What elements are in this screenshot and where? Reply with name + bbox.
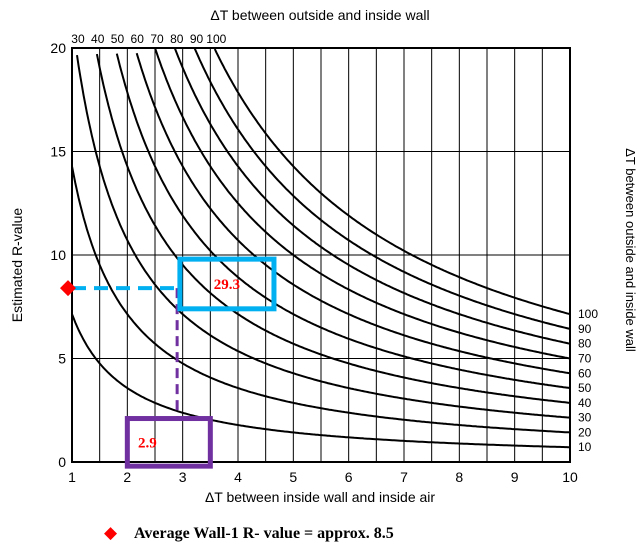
y-tick-label: 10 — [50, 247, 66, 263]
curve-60 — [135, 52, 571, 375]
right-curve-label: 10 — [578, 440, 592, 454]
top-curve-label: 80 — [170, 32, 184, 46]
right-curve-label: 40 — [578, 396, 592, 410]
legend-text: Average Wall-1 R- value = approx. 8.5 — [134, 525, 394, 542]
right-curve-label: 70 — [578, 352, 592, 366]
top-curve-label: 70 — [150, 32, 164, 46]
ratio-box-label: 29.3 — [214, 277, 240, 293]
x-value-box-label: 2.9 — [138, 435, 157, 451]
plot-frame — [71, 47, 571, 463]
x-tick-label: 2 — [123, 469, 131, 485]
x-value-box — [124, 416, 213, 469]
y-tick-label: 0 — [58, 454, 66, 470]
curve-70 — [154, 47, 571, 360]
right-curve-label: 20 — [578, 425, 592, 439]
x-tick-label: 1 — [68, 469, 76, 485]
right-curve-label: 30 — [578, 411, 592, 425]
chart-grid — [71, 47, 571, 463]
annotations: 29.3 2.9 — [60, 256, 277, 469]
right-axis-label: ΔT between outside and inside wall — [623, 148, 638, 352]
right-curve-label: 80 — [578, 337, 592, 351]
x-tick-label: 3 — [179, 469, 187, 485]
curve-20 — [71, 166, 571, 434]
right-curve-label: 60 — [578, 366, 592, 380]
ratio-box — [177, 256, 277, 312]
top-curve-label: 100 — [206, 32, 226, 46]
curve-90 — [193, 48, 571, 330]
r-value-marker — [60, 280, 76, 297]
right-curve-label: 90 — [578, 322, 592, 336]
x-axis-label: ΔT between inside wall and inside air — [205, 489, 435, 505]
top-curve-label: 30 — [71, 32, 85, 46]
chart-curves — [71, 47, 571, 449]
top-curve-label: 50 — [111, 32, 125, 46]
chart-title: ΔT between outside and inside wall — [210, 7, 429, 23]
top-curve-labels: 30 40 50 60 70 80 90 100 — [71, 32, 226, 46]
y-tick-labels: 0 5 10 15 20 — [50, 40, 66, 470]
x-tick-label: 4 — [234, 469, 242, 485]
x-tick-label: 8 — [455, 469, 463, 485]
x-tick-label: 10 — [562, 469, 578, 485]
top-curve-label: 40 — [91, 32, 105, 46]
curve-10 — [71, 313, 570, 449]
right-curve-label: 100 — [578, 307, 598, 321]
curve-30 — [76, 54, 571, 419]
top-curve-label: 60 — [131, 32, 145, 46]
x-tick-label: 9 — [511, 469, 519, 485]
top-curve-label: 90 — [190, 32, 204, 46]
y-axis-label: Estimated R-value — [9, 208, 25, 323]
x-tick-labels: 1 2 3 4 5 6 7 8 9 10 — [68, 469, 578, 485]
curve-100 — [213, 48, 571, 316]
legend-marker: ◆ — [104, 523, 118, 542]
curve-40 — [95, 53, 571, 404]
y-tick-label: 5 — [58, 351, 66, 367]
x-tick-label: 7 — [400, 469, 408, 485]
x-tick-label: 5 — [289, 469, 297, 485]
x-tick-label: 6 — [345, 469, 353, 485]
curve-80 — [173, 48, 571, 345]
y-tick-label: 20 — [50, 40, 66, 56]
curve-50 — [115, 53, 571, 390]
right-curve-label: 50 — [578, 381, 592, 395]
y-tick-label: 15 — [50, 144, 66, 160]
